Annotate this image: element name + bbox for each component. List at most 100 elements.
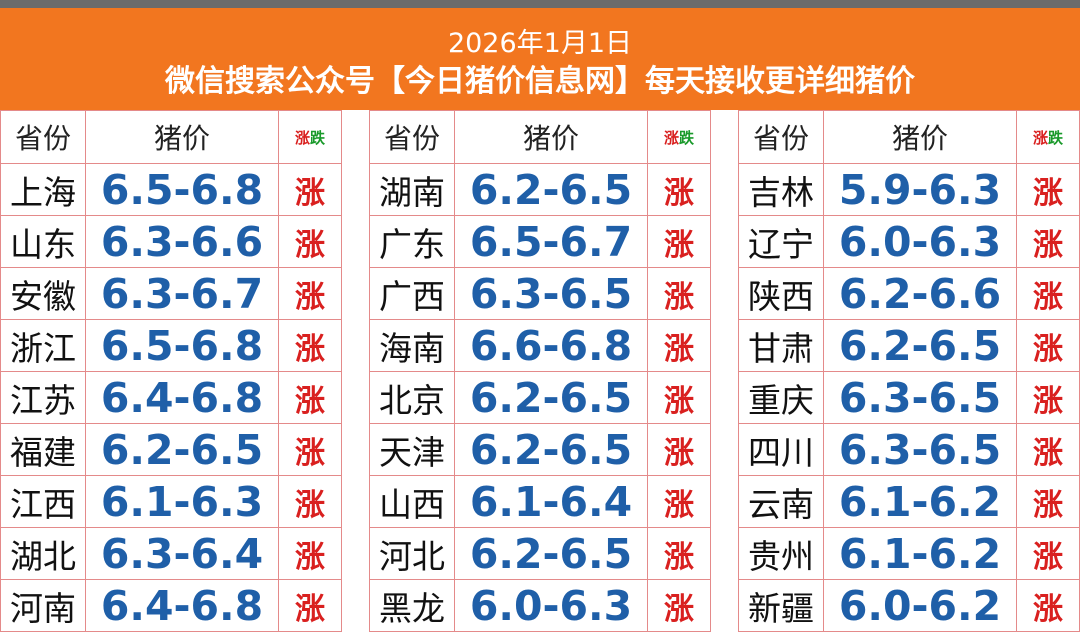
province-cell: 山东 [0,215,86,268]
province-cell: 辽宁 [738,215,824,268]
trend-cell: 涨 [1016,475,1080,528]
trend-cell: 涨 [647,371,711,424]
table-header-row: 省份 猪价 涨跌 [0,110,342,164]
province-cell: 黑龙 [369,579,455,632]
province-cell: 广西 [369,267,455,320]
trend-cell: 涨 [647,423,711,476]
price-tables: 省份 猪价 涨跌 上海 6.5-6.8 涨山东 6.3-6.6 涨安徽 6.3-6.7 涨浙江 6.… [0,110,1080,632]
price-cell: 6.3-6.5 [823,423,1017,476]
trend-cell: 涨 [1016,527,1080,580]
table-row: 山西 6.1-6.4 涨 [369,475,711,528]
trend-cell: 涨 [647,475,711,528]
province-cell: 北京 [369,371,455,424]
price-cell: 6.0-6.3 [454,579,648,632]
trend-cell: 涨 [278,423,342,476]
header-trend-down: 跌 [679,128,695,147]
province-cell: 上海 [0,163,86,216]
price-cell: 6.5-6.8 [85,163,279,216]
province-cell: 贵州 [738,527,824,580]
header-subtitle: 微信搜索公众号【今日猪价信息网】每天接收更详细猪价 [165,64,915,99]
province-cell: 陕西 [738,267,824,320]
price-cell: 6.2-6.5 [454,527,648,580]
table-row: 江苏 6.4-6.8 涨 [0,371,342,424]
table-row: 北京 6.2-6.5 涨 [369,371,711,424]
province-cell: 云南 [738,475,824,528]
price-cell: 6.2-6.5 [454,371,648,424]
header-province: 省份 [0,110,86,164]
table-row: 贵州 6.1-6.2 涨 [738,527,1080,580]
trend-cell: 涨 [278,527,342,580]
header-price: 猪价 [85,110,279,164]
table-row: 河北 6.2-6.5 涨 [369,527,711,580]
province-cell: 山西 [369,475,455,528]
trend-cell: 涨 [647,163,711,216]
header-trend-up: 涨 [294,128,310,147]
table-header-row: 省份 猪价 涨跌 [738,110,1080,164]
table-header-row: 省份 猪价 涨跌 [369,110,711,164]
header-trend: 涨跌 [278,110,342,164]
table-row: 吉林 5.9-6.3 涨 [738,163,1080,216]
trend-cell: 涨 [647,215,711,268]
header-trend-up: 涨 [663,128,679,147]
province-cell: 重庆 [738,371,824,424]
province-cell: 吉林 [738,163,824,216]
trend-cell: 涨 [278,163,342,216]
table-row: 辽宁 6.0-6.3 涨 [738,215,1080,268]
trend-cell: 涨 [278,215,342,268]
table-row: 陕西 6.2-6.6 涨 [738,267,1080,320]
header-trend: 涨跌 [1016,110,1080,164]
table-row: 上海 6.5-6.8 涨 [0,163,342,216]
trend-cell: 涨 [278,371,342,424]
table-row: 海南 6.6-6.8 涨 [369,319,711,372]
price-cell: 6.4-6.8 [85,371,279,424]
table-row: 甘肃 6.2-6.5 涨 [738,319,1080,372]
trend-cell: 涨 [278,267,342,320]
province-cell: 天津 [369,423,455,476]
trend-cell: 涨 [1016,163,1080,216]
price-cell: 6.2-6.5 [454,423,648,476]
header-trend-down: 跌 [310,128,326,147]
trend-cell: 涨 [647,267,711,320]
table-row: 湖北 6.3-6.4 涨 [0,527,342,580]
price-cell: 6.3-6.7 [85,267,279,320]
price-cell: 6.3-6.5 [823,371,1017,424]
header-banner: 2026年1月1日 微信搜索公众号【今日猪价信息网】每天接收更详细猪价 [0,8,1080,110]
table-row: 广西 6.3-6.5 涨 [369,267,711,320]
header-date: 2026年1月1日 [447,28,633,59]
province-cell: 河南 [0,579,86,632]
trend-cell: 涨 [1016,423,1080,476]
table-row: 重庆 6.3-6.5 涨 [738,371,1080,424]
price-cell: 6.0-6.2 [823,579,1017,632]
table-row: 四川 6.3-6.5 涨 [738,423,1080,476]
header-trend: 涨跌 [647,110,711,164]
province-cell: 新疆 [738,579,824,632]
table-row: 广东 6.5-6.7 涨 [369,215,711,268]
province-cell: 湖南 [369,163,455,216]
province-cell: 河北 [369,527,455,580]
trend-cell: 涨 [647,319,711,372]
table-row: 安徽 6.3-6.7 涨 [0,267,342,320]
province-cell: 海南 [369,319,455,372]
price-cell: 6.2-6.5 [454,163,648,216]
trend-cell: 涨 [1016,267,1080,320]
price-cell: 6.1-6.2 [823,475,1017,528]
table-row: 福建 6.2-6.5 涨 [0,423,342,476]
province-cell: 安徽 [0,267,86,320]
price-cell: 6.1-6.4 [454,475,648,528]
header-trend-up: 涨 [1032,128,1048,147]
price-cell: 6.0-6.3 [823,215,1017,268]
trend-cell: 涨 [1016,319,1080,372]
price-cell: 6.1-6.3 [85,475,279,528]
price-table-1: 省份 猪价 涨跌 上海 6.5-6.8 涨山东 6.3-6.6 涨安徽 6.3-6.7 涨浙江 6.… [0,110,342,632]
header-price: 猪价 [454,110,648,164]
trend-cell: 涨 [278,579,342,632]
table-row: 浙江 6.5-6.8 涨 [0,319,342,372]
trend-cell: 涨 [278,475,342,528]
province-cell: 江西 [0,475,86,528]
province-cell: 浙江 [0,319,86,372]
price-cell: 6.2-6.5 [823,319,1017,372]
trend-cell: 涨 [1016,579,1080,632]
trend-cell: 涨 [1016,215,1080,268]
header-province: 省份 [369,110,455,164]
price-table-3: 省份 猪价 涨跌 吉林 5.9-6.3 涨辽宁 6.0-6.3 涨陕西 6.2-6.6 涨甘肃 6.… [738,110,1080,632]
